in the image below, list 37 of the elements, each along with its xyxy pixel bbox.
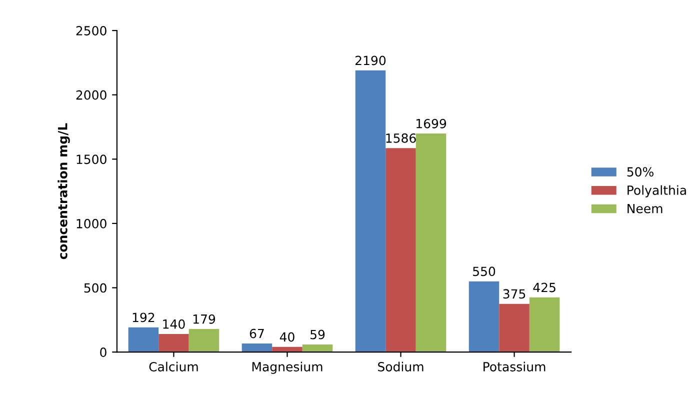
bar [158, 334, 189, 352]
bar [128, 327, 159, 352]
x-tick-label: Sodium [378, 362, 424, 372]
bar [386, 148, 416, 352]
x-tick-label: Potassium [484, 362, 546, 372]
bar [499, 304, 530, 352]
y-tick-label: 0 [100, 348, 106, 357]
data-label: 67 [250, 328, 264, 338]
x-tick-label: Magnesium [252, 362, 322, 374]
data-label: 192 [132, 312, 154, 322]
x-tick-label: Calcium [149, 362, 198, 372]
y-tick-label: 500 [84, 283, 106, 293]
data-label: 425 [533, 282, 556, 292]
bar [242, 343, 272, 352]
data-label: 1699 [416, 118, 446, 128]
y-tick-label: 1000 [76, 218, 106, 228]
bar [188, 329, 220, 352]
bar [302, 344, 333, 352]
bar [355, 70, 386, 352]
data-label: 1586 [386, 133, 416, 143]
legend-label: Neem [628, 204, 662, 214]
legend-label: Polyalthia [628, 185, 686, 198]
bar [416, 134, 446, 352]
y-tick-label: 2000 [76, 90, 106, 100]
data-label: 140 [163, 319, 185, 329]
y-tick-label: 2500 [76, 26, 106, 36]
data-label: 59 [310, 330, 325, 340]
data-label: 40 [280, 332, 294, 342]
legend-label: 50% [627, 167, 654, 177]
y-axis-title: concentration mg/L [58, 123, 70, 260]
y-tick-label: 1500 [76, 154, 106, 164]
data-label: 375 [503, 289, 526, 299]
data-label: 179 [193, 314, 216, 324]
data-label: 2190 [356, 56, 386, 66]
bar [468, 281, 500, 352]
bar [529, 297, 560, 352]
data-label: 550 [473, 266, 496, 276]
